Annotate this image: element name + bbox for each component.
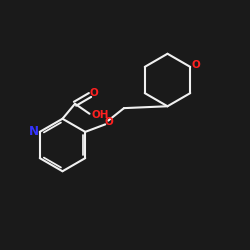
Text: O: O	[90, 88, 98, 98]
Text: O: O	[105, 118, 114, 128]
Text: OH: OH	[91, 110, 109, 120]
Text: O: O	[191, 60, 200, 70]
Text: N: N	[29, 125, 39, 138]
